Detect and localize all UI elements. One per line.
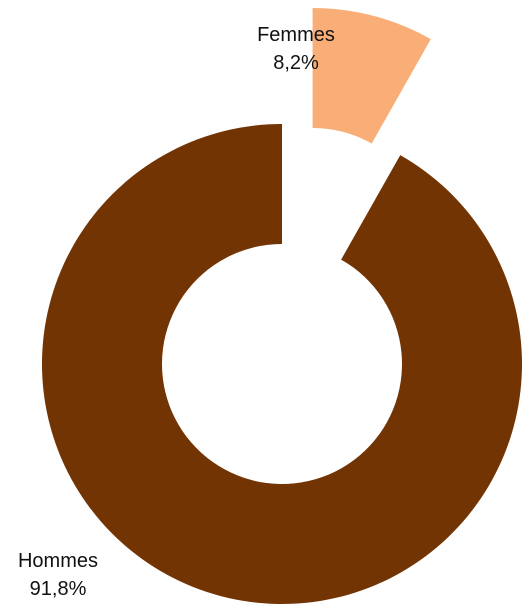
slice-hommes bbox=[41, 124, 522, 604]
label-hommes-name: Hommes bbox=[18, 550, 98, 572]
label-femmes-name: Femmes bbox=[257, 24, 335, 46]
slice-femmes bbox=[312, 7, 431, 144]
label-femmes-value: 8,2% bbox=[273, 52, 319, 74]
label-hommes-value: 91,8% bbox=[30, 578, 87, 600]
